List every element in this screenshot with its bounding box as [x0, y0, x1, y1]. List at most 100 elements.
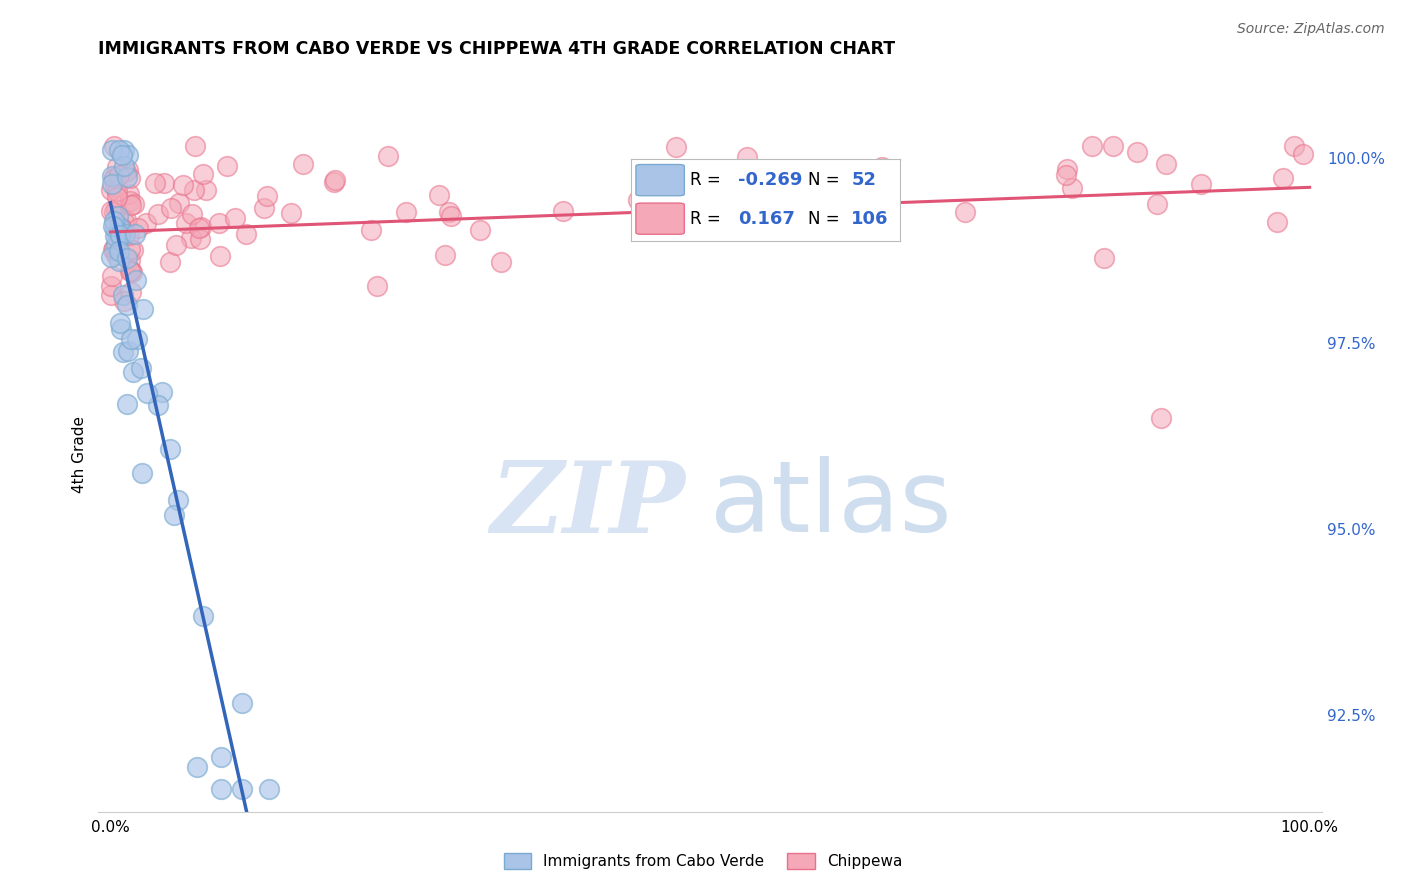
Point	[188, 221, 211, 235]
Point	[118, 243, 141, 257]
Point	[183, 183, 205, 197]
Point	[217, 159, 239, 173]
Point	[112, 288, 135, 302]
Point	[104, 220, 127, 235]
Point	[256, 189, 278, 203]
Point	[159, 254, 181, 268]
Point	[1156, 157, 1178, 171]
Point	[627, 193, 650, 207]
FancyBboxPatch shape	[636, 164, 685, 195]
Point	[135, 216, 157, 230]
Point	[323, 175, 346, 189]
Point	[105, 160, 128, 174]
Point	[104, 238, 127, 252]
Point	[184, 139, 207, 153]
Point	[1092, 252, 1115, 266]
Point	[120, 198, 142, 212]
Point	[231, 696, 253, 710]
Point	[131, 466, 153, 480]
Point	[235, 227, 257, 241]
Point	[111, 345, 134, 359]
Point	[427, 188, 450, 202]
Point	[120, 263, 142, 277]
Point	[1102, 139, 1125, 153]
Point	[103, 244, 125, 258]
Point	[395, 205, 418, 219]
Text: 52: 52	[851, 171, 876, 189]
Point	[1146, 196, 1168, 211]
Point	[122, 197, 145, 211]
Point	[100, 143, 122, 157]
Point	[107, 210, 129, 224]
Point	[124, 227, 146, 241]
Point	[489, 255, 512, 269]
Point	[101, 219, 124, 233]
Point	[174, 216, 197, 230]
Point	[1060, 181, 1083, 195]
Point	[103, 170, 125, 185]
Point	[101, 268, 124, 283]
Point	[105, 190, 128, 204]
Point	[100, 250, 122, 264]
Point	[735, 150, 758, 164]
Point	[125, 273, 148, 287]
Point	[1056, 162, 1078, 177]
Point	[191, 168, 214, 182]
Point	[115, 169, 138, 184]
Point	[872, 161, 894, 175]
Point	[665, 140, 688, 154]
Text: atlas: atlas	[710, 457, 952, 553]
Point	[114, 227, 136, 241]
Point	[1150, 410, 1173, 425]
Text: R =: R =	[690, 171, 720, 189]
Point	[122, 243, 145, 257]
Point	[165, 238, 187, 252]
Point	[1054, 168, 1077, 182]
Point	[160, 201, 183, 215]
Point	[360, 223, 382, 237]
Point	[100, 183, 122, 197]
Point	[110, 220, 132, 235]
Point	[120, 253, 142, 268]
Point	[143, 176, 166, 190]
Point	[167, 195, 190, 210]
Point	[377, 149, 399, 163]
Point	[468, 222, 491, 236]
Point	[117, 163, 139, 178]
Point	[188, 231, 211, 245]
Point	[117, 148, 139, 162]
Point	[366, 279, 388, 293]
Point	[193, 609, 215, 624]
Point	[117, 343, 139, 358]
Point	[112, 215, 135, 229]
Point	[186, 760, 208, 774]
Point	[291, 157, 314, 171]
Point	[121, 265, 143, 279]
Point	[194, 183, 217, 197]
Point	[103, 228, 125, 243]
Point	[127, 221, 149, 235]
Point	[118, 186, 141, 201]
Point	[209, 749, 232, 764]
Point	[120, 332, 142, 346]
Point	[100, 288, 122, 302]
Point	[108, 227, 131, 242]
Point	[159, 442, 181, 456]
Text: N =: N =	[808, 171, 839, 189]
Point	[125, 332, 148, 346]
Point	[224, 211, 246, 226]
Point	[104, 202, 127, 216]
Point	[280, 206, 302, 220]
Point	[146, 398, 169, 412]
Text: N =: N =	[808, 210, 839, 227]
Point	[231, 782, 253, 797]
Point	[107, 143, 129, 157]
Point	[553, 203, 575, 218]
Text: 106: 106	[851, 210, 889, 227]
Point	[103, 205, 125, 219]
Legend: Immigrants from Cabo Verde, Chippewa: Immigrants from Cabo Verde, Chippewa	[498, 847, 908, 875]
Point	[112, 293, 135, 308]
Text: Source: ZipAtlas.com: Source: ZipAtlas.com	[1237, 22, 1385, 37]
Point	[115, 213, 138, 227]
Point	[120, 285, 142, 300]
